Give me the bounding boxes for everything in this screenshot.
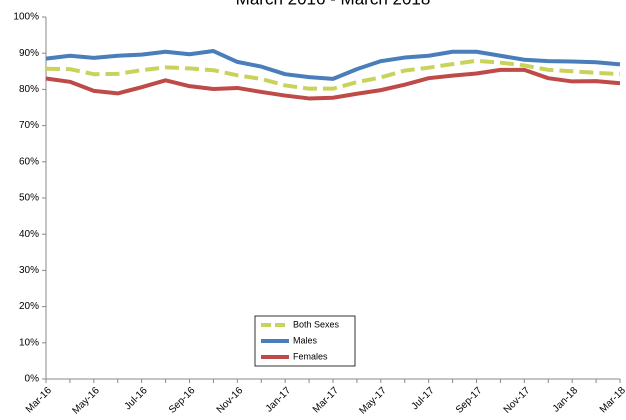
x-tick-label: Sep-16	[167, 385, 198, 416]
chart-title: March 2016 - March 2018	[236, 0, 431, 8]
y-tick-label: 70%	[19, 120, 39, 131]
series-line	[45, 49, 621, 81]
x-tick-label: Jan-18	[551, 385, 581, 415]
x-tick-label: Nov-17	[502, 385, 533, 416]
y-tick-label: 50%	[19, 193, 39, 204]
series-line	[45, 58, 621, 91]
y-tick-label: 90%	[19, 48, 39, 59]
y-tick-label: 100%	[13, 12, 39, 23]
x-tick-label: Mar-17	[311, 385, 341, 415]
x-tick-label: Mar-18	[598, 385, 626, 415]
legend-label: Both Sexes	[293, 319, 340, 329]
legend-label: Males	[293, 335, 318, 345]
x-tick-label: May-16	[70, 385, 102, 417]
y-tick-label: 20%	[19, 301, 39, 312]
series-line	[45, 67, 621, 101]
y-tick-label: 30%	[19, 265, 39, 276]
y-tick-label: 0%	[25, 374, 40, 385]
y-tick-label: 60%	[19, 156, 39, 167]
x-tick-label: Sep-17	[454, 385, 485, 416]
x-tick-label: Jul-17	[410, 385, 437, 412]
x-tick-label: Mar-16	[24, 385, 54, 415]
x-tick-label: May-17	[357, 385, 389, 417]
legend-label: Females	[293, 351, 328, 361]
x-tick-label: Nov-16	[215, 385, 246, 416]
x-tick-label: Jan-17	[264, 385, 294, 415]
x-tick-label: Jul-16	[123, 385, 150, 412]
y-tick-label: 80%	[19, 84, 39, 95]
y-tick-label: 40%	[19, 229, 39, 240]
y-tick-label: 10%	[19, 337, 39, 348]
